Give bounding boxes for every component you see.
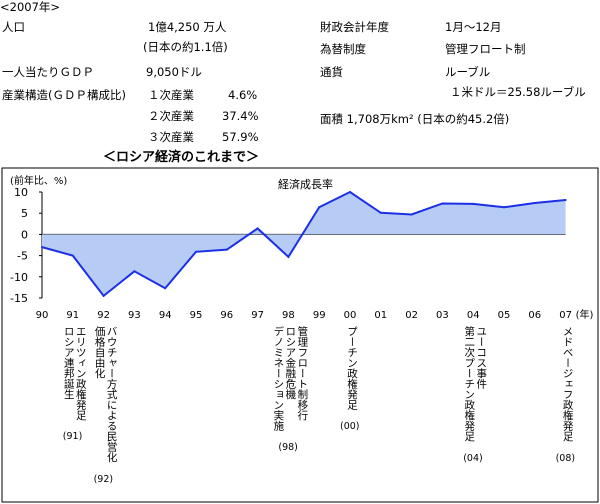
sector3-label: ３次産業 — [148, 130, 194, 144]
y-tick-label: -10 — [10, 271, 28, 284]
event-annotation: ロシア金融危機 — [284, 326, 297, 400]
population-value: 1億4,250 万人 — [148, 20, 227, 34]
x-tick-label: 99 — [313, 310, 326, 321]
event-year: (08) — [555, 452, 576, 464]
sector2-value: 37.4% — [222, 109, 259, 123]
x-tick-label: 97 — [251, 310, 264, 321]
year-tag: <2007年> — [0, 0, 61, 14]
data-point — [349, 191, 351, 193]
gdp-per-capita-label: 一人当たりＧＤＰ — [2, 65, 94, 79]
chart-title: ＜ロシア経済のこれまで＞ — [103, 150, 260, 165]
data-point — [410, 213, 413, 216]
x-tick-label: 96 — [220, 310, 233, 321]
industry-structure-label: 産業構造(ＧＤＰ構成比) — [2, 88, 126, 102]
event-year: (98) — [278, 442, 298, 453]
y-axis-label: (前年比、%) — [10, 176, 68, 187]
currency-label: 通貨 — [320, 65, 343, 79]
y-tick-label: 10 — [14, 186, 28, 199]
data-point — [379, 211, 382, 214]
area-info: 面積 1,708万km² (日本の約45.2倍) — [320, 112, 510, 126]
y-tick-label: -15 — [10, 292, 28, 305]
series-label: 経済成長率 — [278, 178, 333, 191]
data-point — [533, 202, 536, 205]
event-annotation: 価格自由化 — [93, 326, 106, 379]
data-point — [164, 287, 167, 290]
y-tick-label: 5 — [21, 207, 28, 220]
x-tick-label: 02 — [405, 310, 418, 321]
data-point — [71, 254, 74, 257]
event-annotation: バウチャー方式による民営化 — [105, 326, 118, 463]
currency-value: ルーブル — [445, 65, 491, 79]
population-label: 人口 — [2, 20, 25, 34]
data-point — [441, 202, 444, 205]
x-tick-label: 92 — [97, 310, 110, 321]
fiscal-value: 1月～12月 — [445, 20, 502, 34]
event-year: (00) — [340, 420, 360, 432]
event-annotation: エリツィン政権発足 — [74, 326, 87, 421]
data-point — [225, 248, 228, 251]
y-tick-label: -5 — [17, 250, 28, 263]
x-tick-label: 07 — [559, 310, 572, 321]
sector3-value: 57.9% — [222, 130, 259, 144]
x-tick-label: 94 — [159, 310, 172, 321]
x-tick-label: 06 — [528, 310, 541, 321]
x-tick-label: 03 — [436, 310, 449, 321]
data-point — [256, 227, 259, 230]
population-note: (日本の約1.1倍) — [143, 40, 228, 54]
chart-frame — [1, 167, 599, 503]
x-tick-label: 98 — [282, 310, 295, 321]
event-annotation: ロシア連邦誕生 — [62, 326, 75, 400]
fiscal-label: 財政会計年度 — [320, 20, 389, 34]
sector2-label: ２次産業 — [148, 109, 194, 123]
x-tick-label: 05 — [498, 310, 511, 321]
data-point — [503, 206, 505, 209]
growth-area — [42, 192, 566, 296]
event-year: (91) — [62, 431, 83, 443]
event-annotation: 第二次プーチン政権発足 — [463, 326, 476, 442]
exchange-rate: １米ドル＝25.58ルーブル — [450, 85, 586, 99]
event-annotation: 管理フロート制移行 — [296, 326, 309, 421]
data-point — [195, 250, 197, 253]
event-annotation: プーチン政権発足 — [346, 326, 358, 410]
data-point — [564, 199, 567, 202]
fx-system-value: 管理フロート制 — [445, 42, 526, 56]
x-tick-label: 00 — [344, 310, 357, 321]
data-point — [41, 246, 43, 249]
y-tick-label: 0 — [21, 228, 28, 241]
x-tick-label: 90 — [36, 310, 49, 321]
sector1-value: 4.6% — [228, 88, 258, 102]
data-point — [472, 202, 475, 205]
event-year: (92) — [93, 473, 114, 485]
x-tick-label: 01 — [374, 310, 387, 321]
data-point — [102, 294, 105, 297]
sector1-label: １次産業 — [148, 88, 194, 102]
x-tick-label: 95 — [190, 310, 203, 321]
growth-line — [41, 190, 566, 298]
data-point — [133, 270, 136, 273]
event-annotation: デノミネーション実施 — [272, 326, 285, 431]
x-tick-label: 91 — [66, 310, 79, 321]
x-tick-label: 04 — [467, 310, 480, 321]
gdp-per-capita-value: 9,050ドル — [146, 65, 202, 79]
x-tick-label: 93 — [128, 310, 141, 321]
fx-system-label: 為替制度 — [320, 42, 366, 56]
data-point — [318, 206, 321, 209]
event-year: (04) — [463, 452, 483, 464]
event-annotation: メドベージェフ政権発足 — [561, 326, 574, 442]
event-annotation: ユーコス事件 — [475, 326, 488, 389]
data-point — [287, 255, 290, 258]
x-axis-label: (年) — [576, 308, 594, 321]
